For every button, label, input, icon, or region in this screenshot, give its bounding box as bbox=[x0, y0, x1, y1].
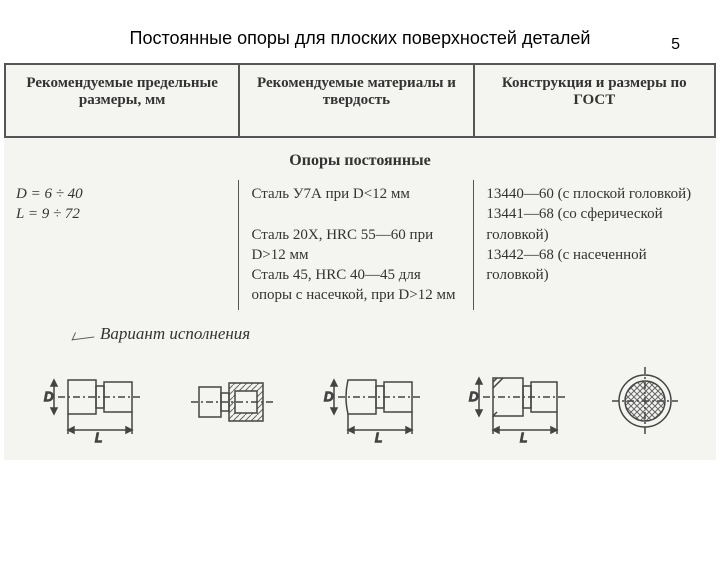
drawing-flat-head: D L bbox=[40, 356, 150, 446]
header-table: Рекомендуемые предельные размеры, мм Рек… bbox=[4, 63, 716, 138]
header-col2: Рекомендуемые материалы и твердость bbox=[239, 64, 473, 119]
drawing-section bbox=[185, 361, 285, 441]
svg-text:D: D bbox=[324, 389, 333, 404]
body-col3: 13440—60 (с плоской головкой) 13441—68 (… bbox=[474, 180, 716, 310]
svg-text:L: L bbox=[375, 430, 382, 445]
drawing-knurled-head: D L bbox=[465, 356, 575, 446]
section-subtitle: Опоры постоянные bbox=[4, 138, 716, 180]
page-number: 5 bbox=[671, 36, 680, 54]
body-table: D = 6 ÷ 40 L = 9 ÷ 72 Сталь У7А при D<12… bbox=[4, 180, 716, 310]
svg-text:D: D bbox=[44, 389, 53, 404]
scanned-content: Рекомендуемые предельные размеры, мм Рек… bbox=[4, 63, 716, 460]
technical-drawings: D L bbox=[4, 348, 716, 460]
variant-label: Вариант исполнения bbox=[4, 310, 716, 348]
svg-text:D: D bbox=[469, 389, 478, 404]
svg-text:L: L bbox=[95, 430, 102, 445]
formula-L: L = 9 ÷ 72 bbox=[16, 206, 80, 222]
header-col1: Рекомендуемые предельные размеры, мм bbox=[5, 64, 239, 119]
check-mark-icon bbox=[74, 325, 96, 339]
page-title: Постоянные опоры для плоских поверхносте… bbox=[0, 28, 720, 49]
formula-D: D = 6 ÷ 40 bbox=[16, 186, 83, 202]
drawing-knurled-face bbox=[610, 361, 680, 441]
drawing-spherical-head: D L bbox=[320, 356, 430, 446]
body-col1: D = 6 ÷ 40 L = 9 ÷ 72 bbox=[4, 180, 239, 310]
svg-text:L: L bbox=[520, 430, 527, 445]
body-col2: Сталь У7А при D<12 мм Сталь 20Х, HRC 55—… bbox=[239, 180, 474, 310]
header-col3: Конструкция и размеры по ГОСТ bbox=[474, 64, 715, 119]
